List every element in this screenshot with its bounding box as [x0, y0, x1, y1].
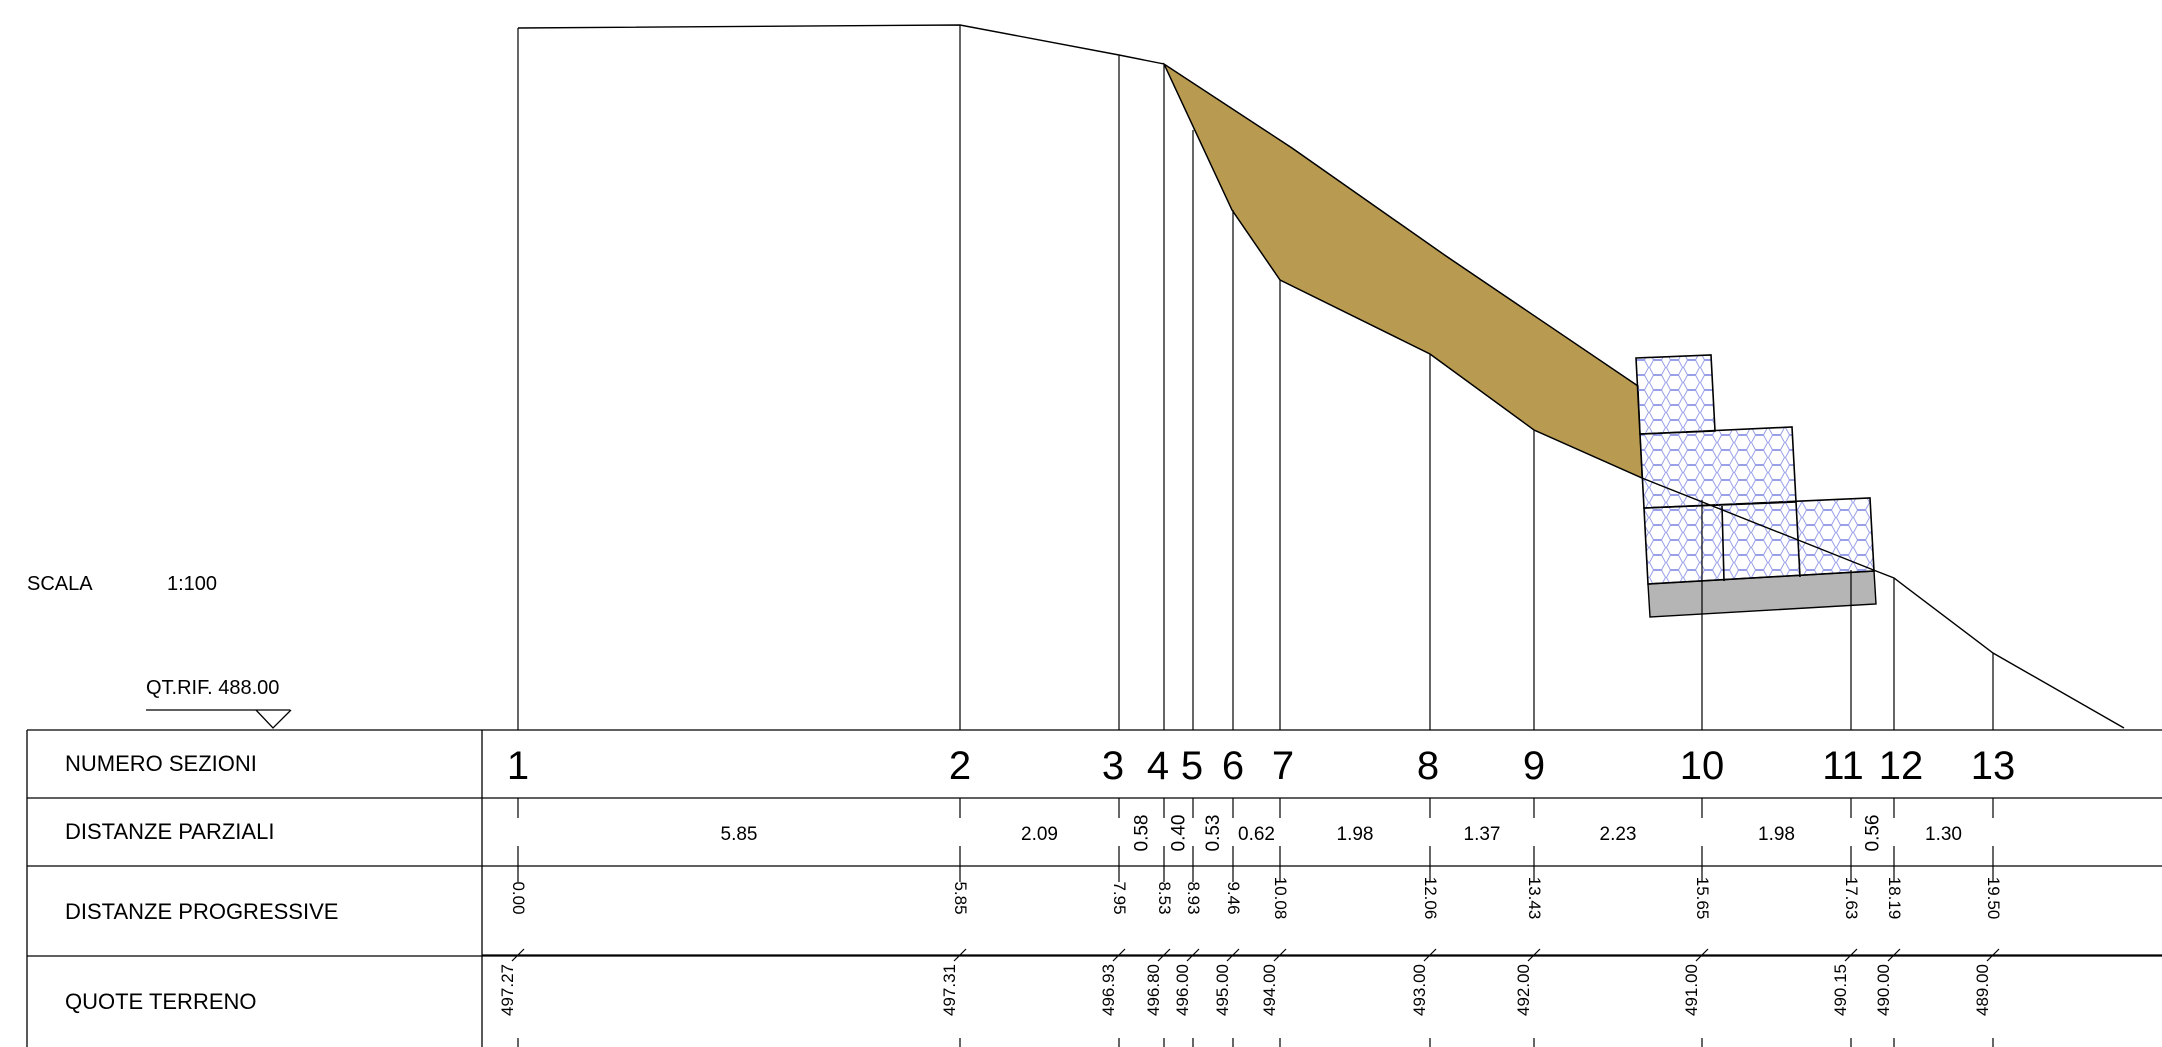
partial-distance: 2.23: [1600, 824, 1637, 845]
section-number: 8: [1417, 744, 1439, 788]
section-cross-mark: [1527, 948, 1541, 962]
scale-label: SCALA: [27, 573, 93, 595]
progressive-distance: 8.93: [1184, 881, 1203, 914]
ground-elevation: 497.31: [940, 964, 959, 1016]
partial-distance: 1.98: [1337, 824, 1374, 845]
ground-elevation: 496.80: [1144, 964, 1163, 1016]
partial-distance: 1.37: [1464, 824, 1501, 845]
section-cross-mark: [1695, 948, 1709, 962]
table-values: 1 0.00 497.27 2 5.85 497.31 3 7.95 496.93 4 8.53 49…: [482, 744, 2162, 1047]
progressive-distance: 0.00: [509, 881, 528, 914]
section-number: 3: [1102, 744, 1124, 788]
row-label-elevations: QUOTE TERRENO: [65, 989, 257, 1014]
section-number: 13: [1971, 744, 2016, 788]
progressive-distance: 13.43: [1525, 877, 1544, 920]
section-cross-mark: [1423, 948, 1437, 962]
section-cross-mark: [1844, 948, 1858, 962]
section-number: 11: [1822, 744, 1864, 788]
progressive-distance: 5.85: [951, 881, 970, 914]
progressive-distance: 17.63: [1842, 877, 1861, 920]
partial-distance: 0.53: [1203, 815, 1224, 852]
progressive-distance: 15.65: [1693, 877, 1712, 920]
ground-elevation: 490.15: [1831, 964, 1850, 1016]
scale-value: 1:100: [167, 573, 218, 595]
section-number: 12: [1879, 744, 1924, 788]
ground-elevation: 494.00: [1260, 964, 1279, 1016]
ground-elevation: 492.00: [1514, 964, 1533, 1016]
section-cross-mark: [1273, 948, 1287, 962]
row-label-sections: NUMERO SEZIONI: [65, 751, 257, 776]
gabion-wall: [1635, 354, 1877, 618]
ground-elevation: 497.27: [498, 964, 517, 1016]
partial-distance: 1.98: [1758, 824, 1795, 845]
section-cross-mark: [953, 948, 967, 962]
section-verticals: [517, 25, 1994, 730]
data-table-grid: [26, 729, 2162, 1047]
partial-distance: 1.30: [1925, 824, 1962, 845]
section-number: 1: [507, 744, 529, 788]
ground-elevation: 496.93: [1099, 964, 1118, 1016]
partial-distance: 0.62: [1238, 824, 1275, 845]
partial-distance: 0.58: [1132, 815, 1153, 852]
section-cross-mark: [511, 948, 525, 962]
section-number: 4: [1147, 744, 1169, 788]
ground-elevation: 491.00: [1682, 964, 1701, 1016]
gabion-course-2: [1639, 426, 1797, 509]
progressive-distance: 19.50: [1984, 877, 2003, 920]
ground-profile-line: [1163, 63, 2125, 729]
gabion-course-3: [1643, 497, 1875, 585]
section-cross-mark: [1186, 948, 1200, 962]
progressive-distance: 9.46: [1224, 881, 1243, 914]
progressive-distance: 10.08: [1271, 877, 1290, 920]
section-cross-mark: [1157, 948, 1171, 962]
section-number: 5: [1181, 744, 1203, 788]
reference-level-label: QT.RIF. 488.00: [146, 677, 280, 699]
partial-distance: 2.09: [1021, 824, 1058, 845]
section-number: 2: [949, 744, 971, 788]
partial-distance: 0.56: [1863, 815, 1884, 852]
reference-triangle-icon: [255, 709, 292, 729]
ground-elevation: 495.00: [1213, 964, 1232, 1016]
section-number: 6: [1222, 744, 1244, 788]
section-number: 7: [1272, 744, 1294, 788]
progressive-distance: 7.95: [1110, 881, 1129, 914]
partial-distance: 5.85: [721, 824, 758, 845]
row-label-partial: DISTANZE PARZIALI: [65, 819, 275, 844]
gabion-course-1: [1635, 354, 1716, 435]
progressive-distance: 8.53: [1155, 881, 1174, 914]
ground-elevation: 489.00: [1973, 964, 1992, 1016]
progressive-distance: 12.06: [1421, 877, 1440, 920]
section-number: 10: [1680, 744, 1725, 788]
section-cross-mark: [1226, 948, 1240, 962]
ground-elevation: 490.00: [1874, 964, 1893, 1016]
section-cross-mark: [1112, 948, 1126, 962]
row-label-progressive: DISTANZE PROGRESSIVE: [65, 899, 339, 924]
ground-elevation: 493.00: [1410, 964, 1429, 1016]
ground-elevation: 496.00: [1173, 964, 1192, 1016]
section-number: 9: [1523, 744, 1545, 788]
section-cross-mark: [1887, 948, 1901, 962]
partial-distance: 0.40: [1169, 815, 1190, 852]
progressive-distance: 18.19: [1885, 877, 1904, 920]
section-cross-mark: [1986, 948, 2000, 962]
fill-area: [1162, 62, 1643, 479]
